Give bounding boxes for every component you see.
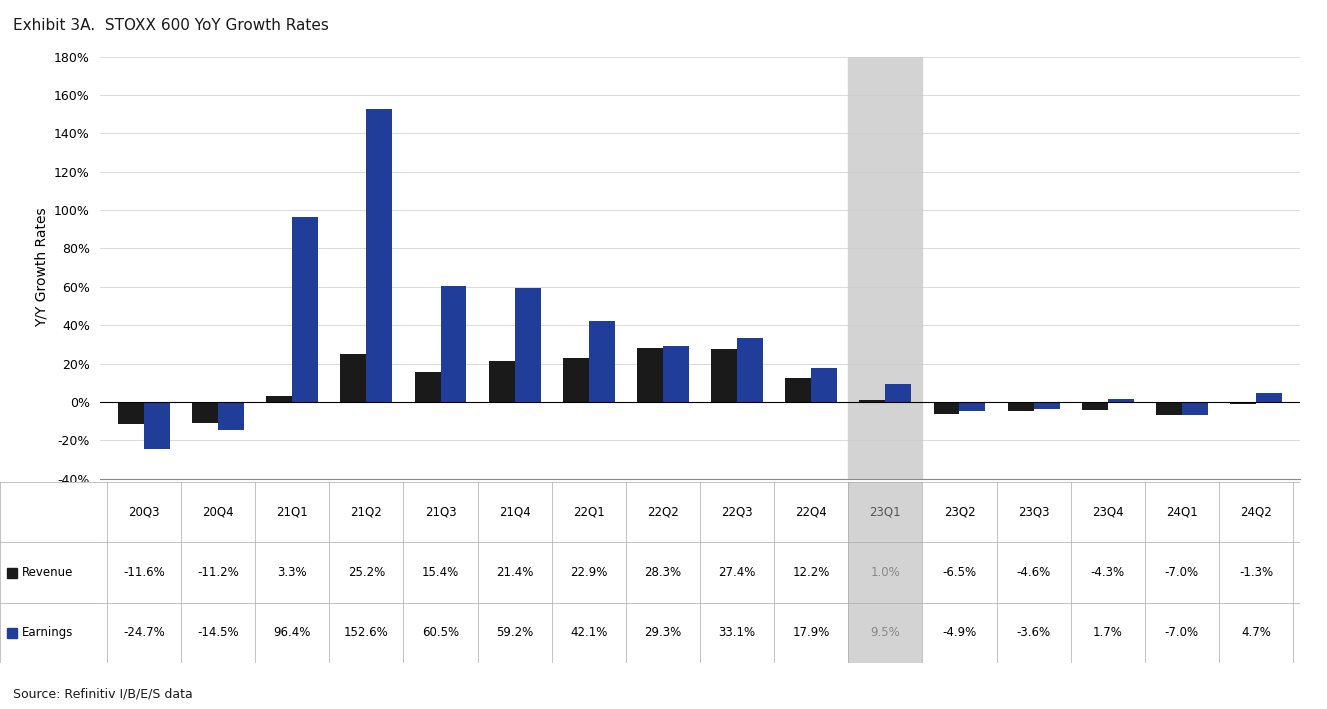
Bar [1034,402,1059,409]
Bar [664,346,689,402]
Text: Source: Refinitiv I/B/E/S data: Source: Refinitiv I/B/E/S data [13,688,192,700]
Bar [488,361,515,402]
Y-axis label: Y/Y Growth Rates: Y/Y Growth Rates [35,208,48,328]
Bar [267,396,292,402]
Bar [637,347,664,402]
Bar [589,321,614,402]
Text: 9.5%: 9.5% [871,626,900,640]
Bar [959,402,986,411]
Text: 23Q3: 23Q3 [1018,506,1050,519]
Bar [1108,398,1133,402]
Bar [292,217,318,402]
Text: 23Q4: 23Q4 [1092,506,1124,519]
Text: 29.3%: 29.3% [645,626,682,640]
Bar [1230,402,1255,404]
Text: -14.5%: -14.5% [198,626,239,640]
Bar [515,289,540,402]
Text: 21Q1: 21Q1 [276,506,308,519]
Text: 20Q4: 20Q4 [202,506,234,519]
Bar [145,402,170,450]
Bar [848,482,922,663]
Bar [218,402,244,430]
Text: 24Q2: 24Q2 [1241,506,1271,519]
Text: -4.3%: -4.3% [1091,566,1125,579]
Text: -1.3%: -1.3% [1239,566,1273,579]
Bar [736,338,763,402]
Bar [933,402,959,414]
Text: 23Q1: 23Q1 [869,506,901,519]
Bar [1156,402,1182,415]
Bar [885,384,912,402]
Text: 21Q4: 21Q4 [499,506,531,519]
Text: Revenue: Revenue [21,566,73,579]
Bar [100,603,1286,663]
Text: 42.1%: 42.1% [571,626,608,640]
Text: -11.6%: -11.6% [123,566,165,579]
Text: 33.1%: 33.1% [718,626,755,640]
Text: -3.6%: -3.6% [1016,626,1051,640]
Text: 21Q2: 21Q2 [350,506,382,519]
Text: 22.9%: 22.9% [571,566,608,579]
Bar [711,350,736,402]
Text: 96.4%: 96.4% [273,626,311,640]
Text: 25.2%: 25.2% [348,566,385,579]
Bar [118,402,145,424]
Bar [1182,402,1208,415]
Bar [414,372,441,402]
Text: 152.6%: 152.6% [344,626,389,640]
Text: 3.3%: 3.3% [277,566,307,579]
Text: 24Q1: 24Q1 [1166,506,1198,519]
Text: 28.3%: 28.3% [645,566,682,579]
Text: 4.7%: 4.7% [1241,626,1271,640]
Text: 59.2%: 59.2% [496,626,533,640]
Text: 60.5%: 60.5% [422,626,459,640]
Bar [1007,402,1034,411]
Text: 22Q1: 22Q1 [573,506,605,519]
Text: 22Q3: 22Q3 [722,506,752,519]
Bar [341,354,366,402]
Text: 22Q4: 22Q4 [795,506,827,519]
Text: 23Q2: 23Q2 [943,506,975,519]
Bar [366,109,393,402]
Bar [786,379,811,402]
Text: 22Q2: 22Q2 [648,506,679,519]
Text: Earnings: Earnings [21,626,73,640]
Text: -7.0%: -7.0% [1165,626,1198,640]
Text: 27.4%: 27.4% [718,566,756,579]
Text: 20Q3: 20Q3 [129,506,159,519]
Bar [100,542,1286,603]
Text: -4.9%: -4.9% [942,626,977,640]
Bar [100,482,1286,542]
Text: 1.0%: 1.0% [871,566,900,579]
Text: 12.2%: 12.2% [792,566,829,579]
Bar [860,400,885,402]
Bar [811,367,837,402]
Bar [563,358,589,402]
Text: -7.0%: -7.0% [1165,566,1198,579]
Text: -11.2%: -11.2% [198,566,239,579]
Bar [1082,402,1108,410]
Text: -4.6%: -4.6% [1016,566,1051,579]
Text: 17.9%: 17.9% [792,626,829,640]
Bar [848,57,922,479]
Bar [441,286,467,402]
Text: 21Q3: 21Q3 [425,506,456,519]
Bar [1255,393,1282,402]
Text: Exhibit 3A.  STOXX 600 YoY Growth Rates: Exhibit 3A. STOXX 600 YoY Growth Rates [13,18,329,33]
Text: -24.7%: -24.7% [123,626,165,640]
Text: 21.4%: 21.4% [496,566,533,579]
Text: 15.4%: 15.4% [422,566,459,579]
Text: -6.5%: -6.5% [942,566,977,579]
Text: 1.7%: 1.7% [1092,626,1123,640]
Bar [192,402,218,423]
